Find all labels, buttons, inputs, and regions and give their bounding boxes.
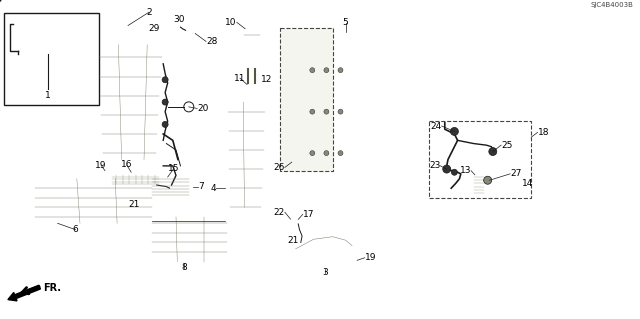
Circle shape xyxy=(443,165,451,173)
Text: 19: 19 xyxy=(95,161,107,170)
Circle shape xyxy=(324,109,329,114)
Circle shape xyxy=(324,68,329,73)
Circle shape xyxy=(310,109,315,114)
Bar xyxy=(4,13,99,105)
Text: 20: 20 xyxy=(197,104,209,113)
Text: 5: 5 xyxy=(343,19,348,27)
Text: 18: 18 xyxy=(538,128,549,137)
Text: 28: 28 xyxy=(206,37,218,46)
Circle shape xyxy=(310,151,315,156)
Text: 27: 27 xyxy=(510,169,522,178)
Circle shape xyxy=(338,109,343,114)
Text: 16: 16 xyxy=(121,160,132,169)
Text: 24: 24 xyxy=(430,122,442,130)
Text: 26: 26 xyxy=(273,163,285,172)
Text: 1: 1 xyxy=(45,91,51,100)
Circle shape xyxy=(338,68,343,73)
Text: 19: 19 xyxy=(365,253,376,262)
Text: 21: 21 xyxy=(129,200,140,209)
Circle shape xyxy=(338,151,343,156)
Circle shape xyxy=(162,77,168,83)
Text: 11: 11 xyxy=(234,74,246,83)
Text: 22: 22 xyxy=(273,208,285,217)
Text: 2: 2 xyxy=(147,8,152,17)
Text: 23: 23 xyxy=(429,161,440,170)
FancyArrow shape xyxy=(8,285,40,301)
Text: 14: 14 xyxy=(522,179,533,188)
Circle shape xyxy=(324,151,329,156)
Circle shape xyxy=(484,176,492,184)
Text: FR.: FR. xyxy=(44,283,61,293)
Text: 12: 12 xyxy=(261,75,273,84)
Circle shape xyxy=(451,127,458,136)
Text: 6: 6 xyxy=(73,225,78,234)
Text: 29: 29 xyxy=(148,24,159,33)
Text: 30: 30 xyxy=(173,15,185,24)
Text: 4: 4 xyxy=(211,184,216,193)
Text: 3: 3 xyxy=(323,268,328,277)
Text: 25: 25 xyxy=(501,141,513,150)
Text: SJC4B4003B: SJC4B4003B xyxy=(591,2,634,8)
Text: 21: 21 xyxy=(287,236,299,245)
Text: 17: 17 xyxy=(303,210,314,219)
Text: 7: 7 xyxy=(198,182,204,191)
Bar xyxy=(280,28,333,171)
Circle shape xyxy=(162,122,168,127)
Text: 10: 10 xyxy=(225,18,237,27)
Circle shape xyxy=(162,99,168,105)
Circle shape xyxy=(489,147,497,156)
Text: 8: 8 xyxy=(182,263,187,272)
Text: 13: 13 xyxy=(460,166,471,175)
Circle shape xyxy=(310,68,315,73)
Text: 15: 15 xyxy=(168,164,180,173)
Bar xyxy=(429,121,531,198)
Circle shape xyxy=(451,169,458,175)
